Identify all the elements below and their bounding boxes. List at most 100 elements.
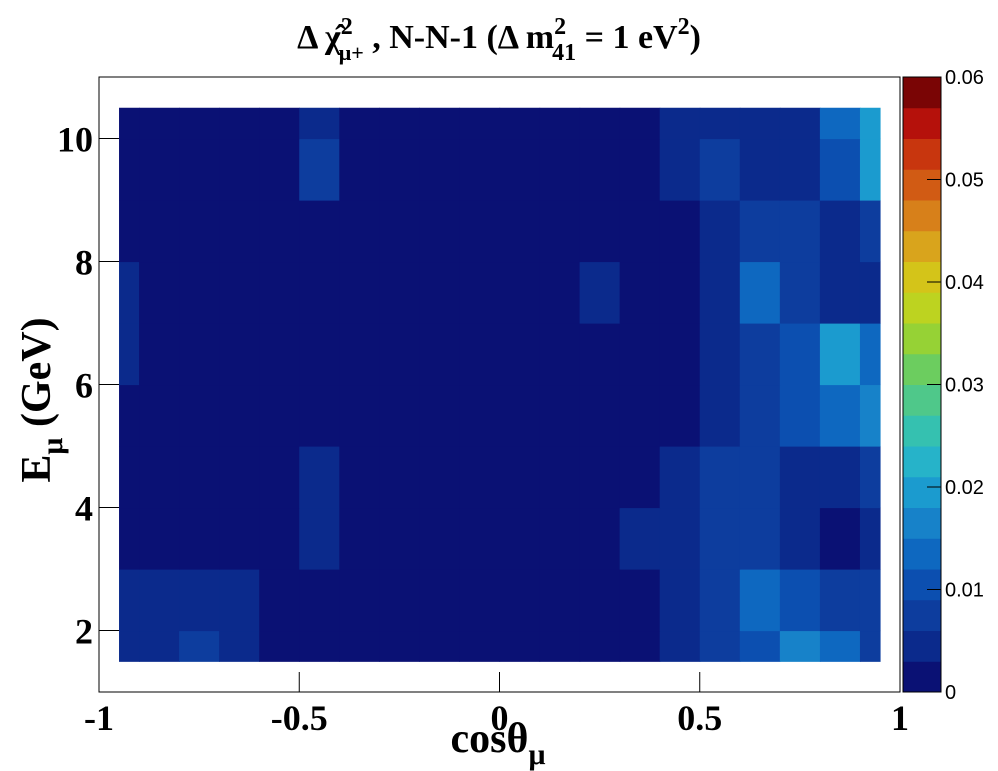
contour-cell: [379, 446, 420, 509]
contour-cell: [379, 507, 420, 570]
contour-cell: [619, 107, 661, 140]
contour-cell: [139, 323, 180, 386]
contour-cell: [259, 507, 300, 570]
contour-cell: [739, 261, 781, 324]
contour-cell: [179, 200, 220, 263]
x-axis-label: cosθμ: [451, 716, 546, 771]
contour-cell: [299, 200, 340, 263]
colorbar-band: [903, 507, 941, 539]
contour-cell: [259, 261, 300, 324]
contour-cell: [139, 630, 180, 662]
contour-cell: [619, 507, 661, 570]
contour-cell: [219, 384, 260, 447]
contour-cell: [859, 630, 881, 662]
contour-cell: [379, 200, 420, 263]
contour-cell: [699, 323, 741, 386]
contour-cell: [499, 507, 541, 570]
colorbar-band: [903, 661, 941, 693]
contour-cell: [499, 200, 541, 263]
contour-cell: [179, 107, 220, 140]
colorbar-tick-label: 0.04: [945, 272, 984, 294]
title-part: 2: [341, 14, 353, 40]
y-tick-label: 8: [75, 243, 93, 283]
contour-cell: [779, 107, 821, 140]
contour-cell: [179, 446, 220, 509]
contour-cell: [459, 200, 501, 263]
contour-cell: [619, 261, 661, 324]
title-part: = 1 eV: [576, 19, 678, 56]
contour-cell: [119, 446, 140, 509]
contour-cell: [859, 323, 881, 386]
contour-cell: [119, 200, 140, 263]
contour-cell: [379, 323, 420, 386]
contour-cell: [739, 569, 781, 632]
contour-cell: [619, 323, 661, 386]
contour-cell: [499, 446, 541, 509]
contour-cell: [299, 323, 340, 386]
y-label-part: E: [14, 455, 60, 483]
contour-cell: [659, 384, 701, 447]
contour-cell: [699, 200, 741, 263]
contour-cell: [659, 446, 701, 509]
contour-cell: [579, 446, 621, 509]
contour-cell: [259, 323, 300, 386]
contour-cell: [739, 507, 781, 570]
contour-cell: [779, 200, 821, 263]
colorbar-tick-label: 0.01: [945, 580, 984, 602]
contour-cell: [339, 107, 380, 140]
contour-cell: [419, 107, 461, 140]
contour-cell: [259, 200, 300, 263]
y-tick-label: 6: [75, 366, 93, 406]
contour-cell: [659, 507, 701, 570]
contour-cell: [619, 569, 661, 632]
contour-cell: [659, 107, 701, 140]
colorbar-band: [903, 415, 941, 447]
contour-cell: [459, 384, 501, 447]
title-part: Δ χ̂: [297, 19, 347, 56]
colorbar-band: [903, 476, 941, 508]
contour-cell: [539, 138, 581, 201]
contour-cell: [419, 569, 461, 632]
contour-cell: [299, 569, 340, 632]
contour-cell: [499, 261, 541, 324]
contour-cell: [139, 200, 180, 263]
title-part: 2: [554, 14, 566, 40]
title-part: μ+: [339, 40, 364, 65]
contour-cell: [419, 384, 461, 447]
contour-cell: [619, 446, 661, 509]
contour-cell: [699, 446, 741, 509]
contour-cell: [379, 569, 420, 632]
contour-cell: [459, 569, 501, 632]
contour-cell: [819, 384, 861, 447]
contour-cell: [819, 446, 861, 509]
contour-cell: [179, 630, 220, 662]
colorbar-tick-label: 0.06: [945, 67, 984, 89]
contour-cell: [259, 569, 300, 632]
contour-cell: [339, 200, 380, 263]
contour-cell: [819, 107, 861, 140]
contour-cell: [179, 261, 220, 324]
contour-cell: [739, 200, 781, 263]
title-part: 2: [678, 14, 690, 40]
contour-cell: [219, 138, 260, 201]
x-tick-label: 0.5: [677, 698, 722, 738]
contour-cell: [339, 138, 380, 201]
contour-cell: [379, 630, 420, 662]
contour-cell: [819, 630, 861, 662]
contour-cell: [819, 138, 861, 201]
contour-cell: [659, 630, 701, 662]
contour-cell: [459, 107, 501, 140]
x-tick-label: 1: [891, 698, 909, 738]
colorbar-band: [903, 200, 941, 232]
contour-cell: [499, 138, 541, 201]
contour-cell: [119, 569, 140, 632]
y-tick-label: 4: [75, 489, 93, 529]
contour-cell: [259, 384, 300, 447]
contour-cell: [659, 323, 701, 386]
contour-cell: [139, 107, 180, 140]
contour-cell: [699, 261, 741, 324]
contour-cell: [499, 107, 541, 140]
contour-cell: [579, 507, 621, 570]
contour-cell: [379, 384, 420, 447]
contour-cell: [859, 507, 881, 570]
